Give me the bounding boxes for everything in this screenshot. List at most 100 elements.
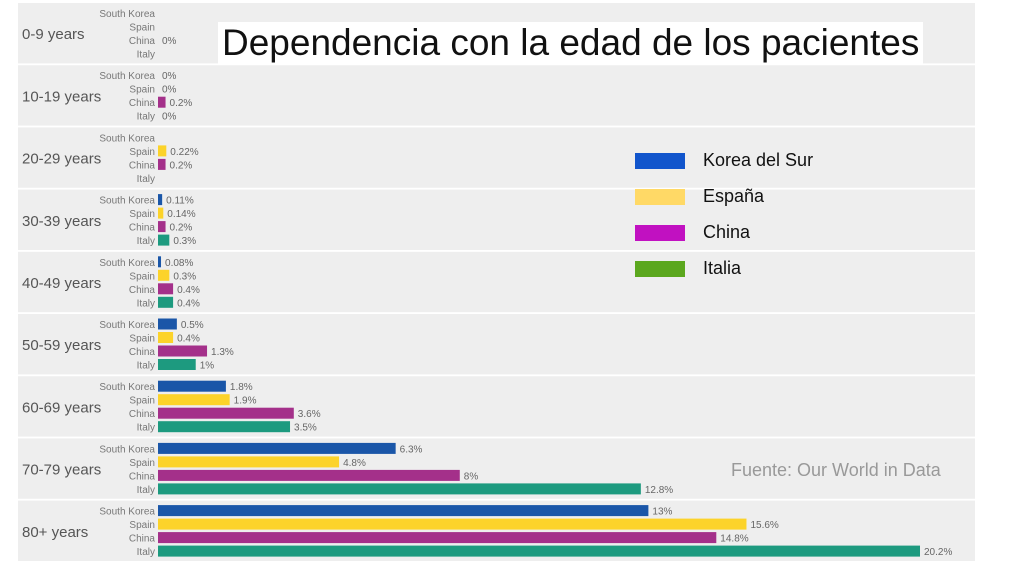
data-label: 0% [162,36,177,47]
bar [158,505,649,517]
data-label: 1.3% [211,347,234,358]
bar [158,518,747,530]
legend-swatch-spain [635,189,685,205]
legend-label-china: China [703,222,751,242]
age-group-label: 70-79 years [22,462,101,479]
data-label: 1.8% [230,382,253,393]
country-label: South Korea [99,320,155,331]
data-label: 8% [464,471,479,482]
data-label: 20.2% [924,547,952,558]
bar [158,256,162,268]
country-label: Spain [129,458,155,469]
data-label: 15.6% [750,520,778,531]
bar [158,269,170,281]
bar [158,207,164,219]
data-label: 3.6% [298,409,321,420]
source-note: Fuente: Our World in Data [731,460,941,480]
data-label: 0.4% [177,285,200,296]
bar [158,359,196,370]
country-label: China [129,36,156,47]
data-label: 0.08% [165,258,193,269]
age-group-label: 80+ years [22,524,88,541]
bar [158,145,167,157]
bar [158,442,396,454]
age-group-panel [18,65,975,126]
data-label: 1% [200,361,215,372]
country-label: Spain [129,209,155,220]
bar [158,221,166,233]
country-label: South Korea [99,71,155,82]
country-label: Spain [129,23,155,34]
age-group-panel [18,127,975,188]
data-label: 0.2% [170,160,193,171]
country-label: South Korea [99,444,155,455]
country-label: Italy [137,50,155,61]
country-label: China [129,223,156,234]
data-label: 1.9% [234,396,257,407]
bar [158,296,174,308]
age-group-label: 30-39 years [22,213,101,230]
bar [158,283,174,295]
bar [158,483,641,495]
bar [158,380,226,392]
country-label: Spain [129,85,155,96]
country-label: Spain [129,147,155,158]
country-label: Spain [129,334,155,345]
legend-swatch-korea [635,153,685,169]
country-label: Italy [137,547,155,558]
country-label: Italy [137,423,155,434]
data-label: 13% [652,507,672,518]
age-group-label: 0-9 years [22,26,85,43]
country-label: China [129,98,156,109]
data-label: 0.14% [167,209,195,220]
age-group-panel [18,251,975,313]
bar [158,456,340,468]
bar [158,332,174,343]
data-label: 0.22% [170,147,198,158]
age-group-label: 60-69 years [22,399,101,416]
data-label: 0.3% [173,236,196,247]
country-label: Italy [137,298,155,309]
country-label: China [129,285,156,296]
data-label: 4.8% [343,458,366,469]
data-label: 0.4% [177,298,200,309]
country-label: South Korea [99,382,155,393]
legend-label-spain: España [703,186,765,206]
data-label: 6.3% [400,444,423,455]
country-label: Spain [129,520,155,531]
bar [158,469,460,481]
data-label: 0.11% [166,196,194,207]
data-label: 0.2% [170,98,193,109]
country-label: Spain [129,271,155,282]
data-label: 0.3% [173,271,196,282]
legend-label-korea: Korea del Sur [703,150,814,170]
data-label: 3.5% [294,423,317,434]
country-label: China [129,160,156,171]
data-label: 0.5% [181,320,204,331]
country-label: China [129,347,156,358]
legend-swatch-china [635,225,685,241]
bar [158,234,170,246]
country-label: Italy [137,236,155,247]
country-label: South Korea [99,9,155,20]
bar [158,421,291,433]
bar [158,407,294,419]
country-label: China [129,534,156,545]
country-label: South Korea [99,507,155,518]
bar [158,345,208,357]
bar [158,158,166,170]
legend-label-italy: Italia [703,258,742,278]
data-label: 0% [162,71,177,82]
data-label: 12.8% [645,485,673,496]
country-label: Italy [137,485,155,496]
data-label: 0% [162,112,177,123]
bar [158,194,163,206]
data-label: 0.2% [170,223,193,234]
data-label: 0.4% [177,334,200,345]
data-label: 14.8% [720,534,748,545]
age-group-label: 50-59 years [22,337,101,354]
bar [158,545,920,557]
country-label: Italy [137,174,155,185]
country-label: Spain [129,396,155,407]
